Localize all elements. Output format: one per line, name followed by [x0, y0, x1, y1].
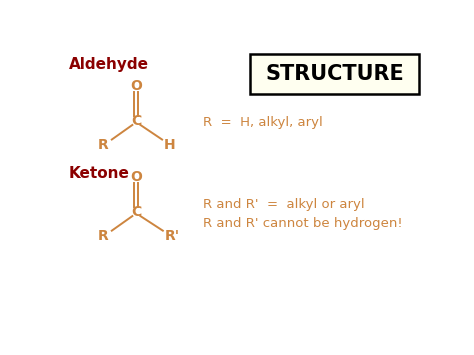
Text: C: C [131, 114, 142, 128]
FancyBboxPatch shape [250, 54, 419, 94]
Text: R  =  H, alkyl, aryl: R = H, alkyl, aryl [202, 116, 322, 129]
Text: R and R' cannot be hydrogen!: R and R' cannot be hydrogen! [202, 217, 402, 230]
Text: H: H [164, 138, 175, 152]
Text: Ketone: Ketone [68, 166, 129, 181]
Text: R: R [98, 138, 109, 152]
Text: Aldehyde: Aldehyde [68, 57, 148, 72]
Text: R': R' [164, 229, 180, 243]
Text: C: C [131, 205, 142, 219]
Text: R and R'  =  alkyl or aryl: R and R' = alkyl or aryl [202, 198, 364, 211]
Text: R: R [98, 229, 109, 243]
Text: O: O [130, 78, 142, 93]
Text: STRUCTURE: STRUCTURE [265, 64, 404, 83]
Text: O: O [130, 170, 142, 184]
